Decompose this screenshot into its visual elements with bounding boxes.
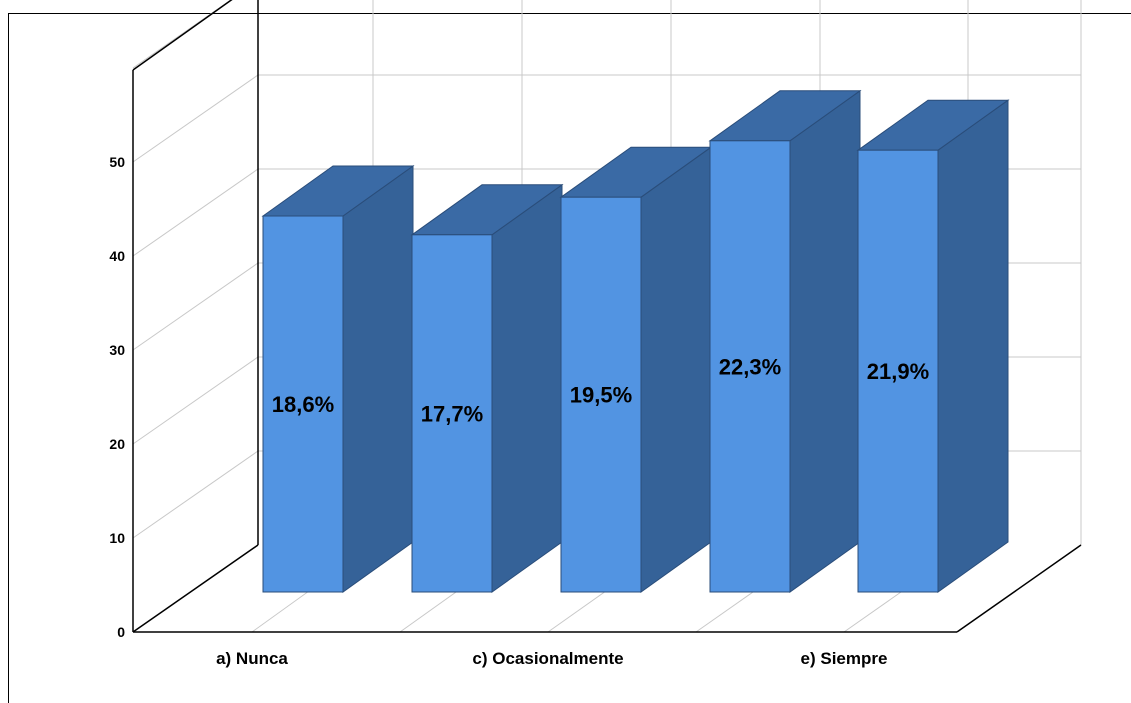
bar-layer — [261, 89, 1010, 593]
bar-side-face — [491, 183, 563, 593]
x-category-label: a) Nunca — [216, 649, 288, 668]
x-category-label: e) Siempre — [801, 649, 888, 668]
bar — [559, 146, 713, 593]
floor-right-edge — [956, 544, 1082, 633]
label-layer: 18,6% 17,7% 19,5% 22,3% 21,9% — [272, 354, 929, 426]
bar — [856, 99, 1010, 593]
bar — [410, 183, 564, 593]
bar-front-face — [560, 196, 642, 593]
gridline-side — [132, 262, 259, 351]
gridline-side — [132, 450, 259, 539]
gridline-side — [132, 74, 259, 163]
y-tick-label: 50 — [109, 154, 125, 170]
gridline-side — [132, 356, 259, 445]
x-category-label: c) Ocasionalmente — [472, 649, 623, 668]
bar-front-face — [262, 215, 344, 593]
gridline-side — [132, 168, 259, 257]
y-tick-label: 40 — [109, 248, 125, 264]
bar-data-label: 19,5% — [570, 383, 632, 408]
bar-data-label: 22,3% — [719, 354, 781, 379]
y-tick-label: 30 — [109, 342, 125, 358]
bar — [708, 89, 862, 593]
axis-layer: 0 10 20 30 40 50 a) Nunca c) Ocasionalmente e) S… — [109, 0, 1082, 668]
bar-side-face — [640, 146, 712, 593]
chart-frame — [8, 13, 1131, 703]
y-tick-label: 0 — [117, 624, 125, 640]
bar-side-face — [789, 89, 861, 593]
bar-front-face — [411, 234, 493, 593]
bar-data-label: 21,9% — [867, 359, 929, 384]
bar-data-label: 17,7% — [421, 401, 483, 426]
bar-front-face — [709, 140, 791, 593]
y-tick-label: 20 — [109, 436, 125, 452]
floor-left-edge — [132, 544, 259, 633]
bar-side-face — [937, 99, 1009, 593]
gridline-side — [132, 0, 232, 69]
y-tick-label: 10 — [109, 530, 125, 546]
bar-front-face — [857, 149, 939, 593]
bar — [261, 165, 415, 593]
side-top-edge — [132, 0, 233, 71]
bar-data-label: 18,6% — [272, 392, 334, 417]
bar-side-face — [342, 165, 414, 593]
